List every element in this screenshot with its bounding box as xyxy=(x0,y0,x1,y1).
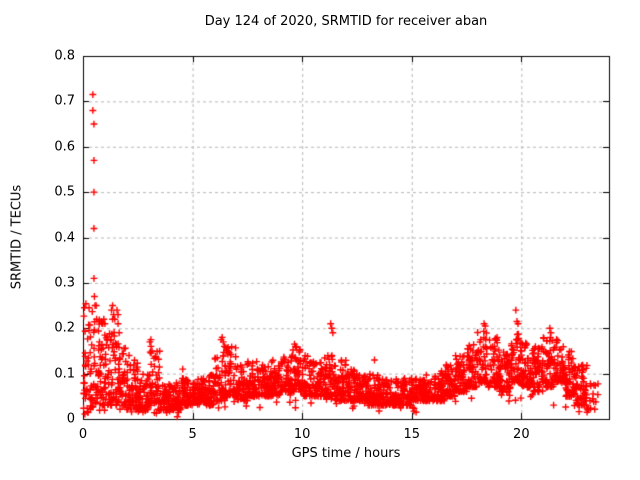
x-tick-label: 5 xyxy=(188,427,197,442)
y-tick-label: 0.4 xyxy=(54,230,75,245)
y-tick-label: 0.2 xyxy=(54,320,75,336)
x-tick-label: 10 xyxy=(293,427,311,442)
x-tick-label: 0 xyxy=(78,427,88,442)
y-tick-label: 0.1 xyxy=(54,366,75,382)
x-tick-label: 20 xyxy=(513,427,530,442)
y-tick-label: 0.8 xyxy=(54,48,75,64)
y-tick-label: 0 xyxy=(66,411,75,427)
y-tick-label: 0.3 xyxy=(54,275,75,291)
chart-title: Day 124 of 2020, SRMTID for receiver aba… xyxy=(204,14,488,29)
y-tick-label: 0.6 xyxy=(54,139,75,155)
y-tick-label: 0.7 xyxy=(54,93,75,109)
y-tick-label: 0.5 xyxy=(54,184,75,200)
x-axis-label: GPS time / hours xyxy=(291,446,401,461)
x-tick-label: 15 xyxy=(403,427,421,442)
